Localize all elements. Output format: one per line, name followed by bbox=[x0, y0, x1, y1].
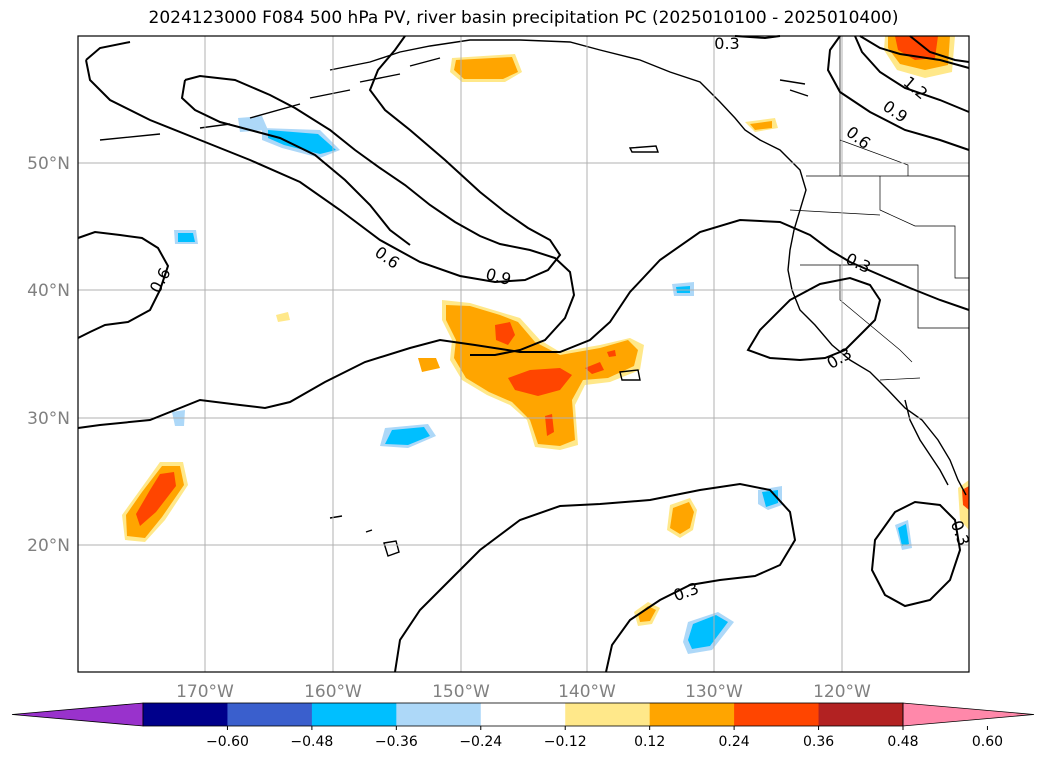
lat-tick-label: 50°N bbox=[27, 154, 70, 174]
precip-positive-strong bbox=[508, 368, 572, 396]
lat-tick-label: 30°N bbox=[27, 409, 70, 429]
precip-positive-strong bbox=[495, 322, 515, 345]
precip-negative-mid bbox=[385, 427, 430, 445]
map-border bbox=[77, 35, 970, 673]
precip-positive-mid bbox=[750, 121, 772, 130]
coastlines bbox=[99, 39, 967, 557]
precip-positive-strong bbox=[607, 350, 616, 357]
precip-positive-strong bbox=[136, 472, 176, 526]
precip-positive-mid bbox=[638, 606, 656, 622]
precip-positive-light bbox=[276, 312, 290, 322]
precip-positive-mid bbox=[418, 358, 440, 372]
precip-positive-mid bbox=[670, 502, 694, 534]
colorbar-tick-label: −0.12 bbox=[544, 734, 587, 750]
colorbar-tick-label: 0.60 bbox=[972, 734, 1003, 750]
precip-negative-mid bbox=[898, 524, 909, 546]
colorbar-tick-label: −0.36 bbox=[375, 734, 418, 750]
colorbar-tick-label: 0.12 bbox=[634, 734, 665, 750]
colorbar-segment bbox=[227, 703, 313, 726]
precip-positive-mid bbox=[454, 57, 518, 79]
colorbar-segment bbox=[734, 703, 820, 726]
axis-labels: 170°W 160°W 150°W 140°W 130°W 120°W 50°N… bbox=[27, 154, 871, 702]
lon-tick-label: 120°W bbox=[813, 682, 871, 702]
lon-tick-label: 170°W bbox=[176, 682, 234, 702]
gridlines bbox=[78, 36, 969, 672]
colorbar: −0.60 −0.48 −0.36 −0.24 −0.12 0.12 0.24 0.36 0.4… bbox=[11, 702, 1035, 750]
lon-tick-label: 130°W bbox=[685, 682, 743, 702]
map-title: 2024123000 F084 500 hPa PV, river basin … bbox=[148, 8, 899, 28]
colorbar-tick-label: −0.24 bbox=[459, 734, 502, 750]
precip-positive-strong bbox=[585, 362, 604, 374]
lon-tick-label: 140°W bbox=[558, 682, 616, 702]
colorbar-segment bbox=[396, 703, 482, 726]
colorbar-segment bbox=[565, 703, 651, 726]
colorbar-tick-label: 0.48 bbox=[887, 734, 918, 750]
map-panel: 0.3 0.6 0.6 0.9 0.6 0.9 1.2 0.3 0.3 0.3 … bbox=[77, 34, 973, 673]
colorbar-extend-low bbox=[11, 702, 144, 727]
colorbar-segment bbox=[480, 703, 566, 726]
colorbar-segment bbox=[649, 703, 735, 726]
precip-positive-strong bbox=[545, 414, 554, 436]
lat-tick-label: 40°N bbox=[27, 281, 70, 301]
colorbar-tick-label: 0.24 bbox=[719, 734, 750, 750]
colorbar-tick-label: −0.48 bbox=[290, 734, 333, 750]
lon-tick-label: 160°W bbox=[304, 682, 362, 702]
colorbar-outline bbox=[142, 702, 904, 727]
contour-label: 0.3 bbox=[714, 34, 739, 53]
precip-anomaly-fills bbox=[122, 36, 969, 654]
precip-negative-mid bbox=[268, 130, 336, 154]
colorbar-extend-high bbox=[902, 702, 1035, 727]
precip-negative-mid bbox=[688, 615, 728, 649]
pv-contours bbox=[77, 35, 970, 673]
colorbar-segment bbox=[818, 703, 904, 726]
lon-tick-label: 150°W bbox=[432, 682, 490, 702]
precip-negative-mid bbox=[178, 233, 195, 242]
colorbar-tick-label: −0.60 bbox=[206, 734, 249, 750]
lat-tick-label: 20°N bbox=[27, 536, 70, 556]
colorbar-tick-label: 0.36 bbox=[803, 734, 834, 750]
colorbar-segment bbox=[311, 703, 397, 726]
colorbar-segment bbox=[143, 703, 228, 726]
